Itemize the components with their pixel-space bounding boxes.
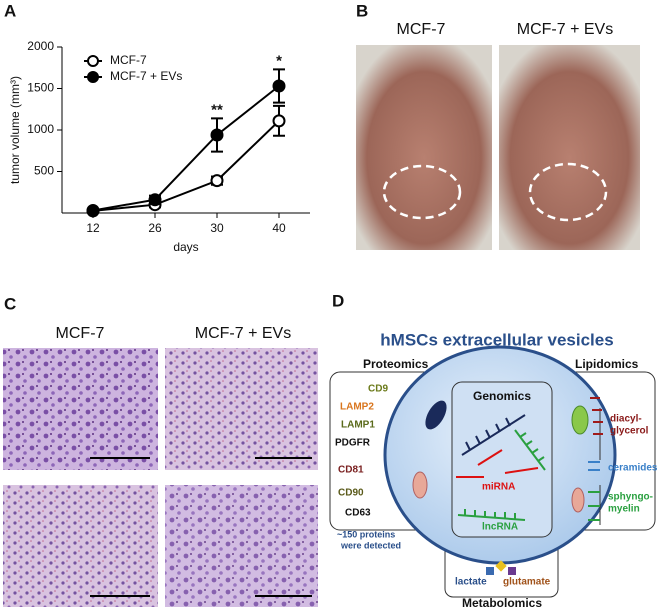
y-tick-label: 1000 [27, 122, 54, 136]
data-point [272, 79, 286, 93]
data-point [148, 193, 162, 207]
data-point [210, 128, 224, 142]
photo-caption: MCF-7 + EVs [195, 325, 291, 342]
x-axis-label: days [173, 240, 198, 254]
note: ~150 proteins [337, 529, 395, 539]
photo-caption: MCF-7 + EVs [517, 21, 613, 38]
significance-label: ** [211, 101, 223, 118]
panel-label: B [356, 1, 368, 20]
marker-label: CD81 [338, 465, 364, 476]
significance-label: * [276, 52, 282, 69]
marker-label: CD90 [338, 488, 364, 499]
series-line [92, 85, 280, 212]
tumor-outline [528, 162, 608, 222]
x-tick-label: 30 [210, 221, 224, 235]
x-tick-label: 12 [86, 221, 100, 235]
x-tick-label: 40 [272, 221, 286, 235]
rna-label: miRNA [482, 482, 515, 493]
marker-label: LAMP2 [340, 402, 374, 413]
mouse-photo [356, 45, 492, 250]
legend-label: MCF-7 [110, 53, 147, 67]
metabolite-label: lactate [455, 577, 487, 588]
data-point [86, 204, 100, 218]
series-line [92, 120, 280, 212]
legend-marker [87, 55, 99, 67]
lipid-label: glycerol [610, 426, 649, 437]
genomics-box [451, 381, 553, 538]
lipid-label: myelin [608, 504, 640, 515]
micrograph [165, 485, 318, 607]
decorations [412, 397, 603, 575]
section-title: Lipidomics [575, 357, 639, 371]
legend-label: MCF-7 + EVs [110, 69, 182, 83]
scale-bars [90, 457, 312, 597]
tumor-outline [382, 164, 462, 220]
panel-label: D [332, 291, 344, 310]
marker-label: CD63 [345, 508, 371, 519]
y-tick-label: 1500 [27, 81, 54, 95]
marker-label: LAMP1 [341, 420, 375, 431]
note: were detected [340, 540, 401, 550]
photo-caption: MCF-7 [397, 21, 446, 38]
data-point [210, 174, 224, 188]
line-chart: 500 1000 1500 2000 12 26 30 40 days tumor volume … [8, 39, 310, 254]
y-axis-label: tumor volume (mm³) [8, 76, 22, 184]
lipid-label: ceramides [608, 463, 657, 474]
mouse-photo [499, 45, 640, 250]
section-title: Genomics [473, 389, 531, 403]
panel-label: A [4, 1, 16, 20]
rna-label: lncRNA [482, 522, 518, 533]
lipid-label: diacyl- [610, 414, 642, 425]
marker-label: CD9 [368, 384, 388, 395]
y-tick-label: 2000 [27, 39, 54, 53]
section-title: Metabolomics [462, 596, 542, 610]
legend-marker [87, 71, 99, 83]
x-tick-label: 26 [148, 221, 162, 235]
metabolite-label: glutamate [503, 577, 551, 588]
section-title: Proteomics [363, 357, 429, 371]
lipid-label: sphyngo- [608, 492, 653, 503]
y-tick-label: 500 [34, 164, 54, 178]
panel-label: C [4, 294, 16, 313]
micrograph [3, 348, 158, 470]
photo-caption: MCF-7 [56, 325, 105, 342]
micrograph [3, 485, 158, 607]
micrograph [165, 348, 318, 470]
diagram-title: hMSCs extracellular vesicles [380, 330, 613, 349]
marker-label: PDGFR [335, 438, 371, 449]
data-point [272, 114, 286, 128]
